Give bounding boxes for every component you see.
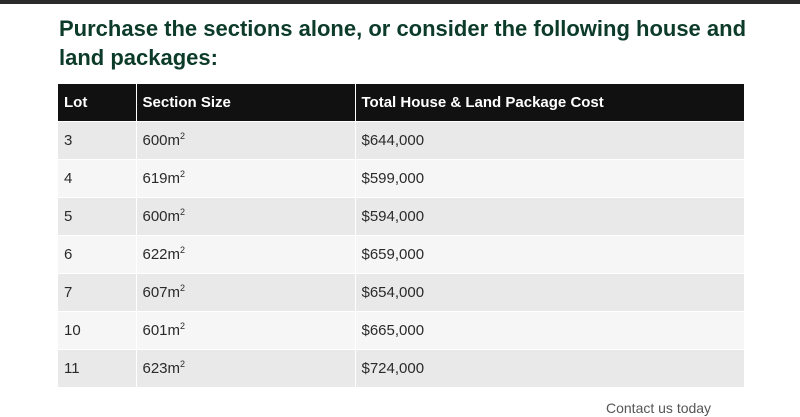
section-size-value: 601: [142, 322, 168, 339]
table-row: 6 622m2 $659,000: [58, 234, 744, 273]
unit-label: m: [167, 322, 181, 339]
cell-package-cost: $724,000: [355, 348, 744, 387]
unit-label: m: [167, 170, 181, 187]
table-body: 3 600m2 $644,000 4 619m2 $599,000 5 600m2 $594,0…: [58, 120, 744, 387]
section-heading: Purchase the sections alone, or consider…: [59, 16, 747, 70]
truncated-footer-text: Contact us today: [606, 400, 712, 416]
cell-lot: 6: [58, 234, 137, 273]
cell-section-size: 607m2: [136, 272, 356, 311]
unit-superscript: 2: [180, 169, 186, 179]
table-row: 7 607m2 $654,000: [58, 272, 744, 311]
unit-superscript: 2: [180, 283, 186, 293]
column-header-package-cost: Total House & Land Package Cost: [361, 93, 604, 111]
table-row: 4 619m2 $599,000: [58, 158, 744, 197]
cell-package-cost: $594,000: [355, 196, 744, 235]
cell-package-cost: $654,000: [355, 272, 744, 311]
section-size-value: 619: [142, 170, 168, 187]
section-size-value: 622: [142, 246, 168, 263]
unit-superscript: 2: [180, 359, 186, 370]
section-size-value: 600: [142, 132, 168, 149]
cell-section-size: 622m2: [136, 234, 356, 273]
top-border: [0, 0, 800, 4]
unit-label: m: [167, 208, 181, 225]
unit-superscript: 2: [180, 321, 186, 331]
unit-superscript: 2: [180, 207, 186, 217]
cell-lot: 3: [58, 120, 137, 159]
section-size-value: 607: [142, 284, 168, 301]
cell-section-size: 623m2: [136, 348, 356, 387]
cell-section-size: 619m2: [136, 158, 356, 197]
section-size-value: 600: [142, 208, 168, 225]
cell-lot: 11: [58, 348, 137, 387]
unit-superscript: 2: [180, 245, 186, 255]
lots-table: Lot Section Size Total House & Land Pack…: [58, 84, 744, 387]
unit-superscript: 2: [180, 131, 186, 141]
cell-section-size: 601m2: [136, 310, 356, 349]
cell-package-cost: $665,000: [355, 310, 744, 349]
column-header-lot: Lot: [58, 84, 137, 121]
column-header-section-size: Section Size: [136, 84, 356, 121]
cell-package-cost: $599,000: [355, 158, 744, 197]
unit-label: m: [167, 284, 181, 301]
unit-label: m: [167, 360, 181, 378]
cell-package-cost: $644,000: [355, 120, 744, 159]
section-size-value: 623: [142, 360, 168, 378]
unit-label: m: [167, 132, 181, 149]
table-row: 10 601m2 $665,000: [58, 310, 744, 349]
table-row: 11 623m2 $724,000: [58, 348, 744, 387]
cell-section-size: 600m2: [136, 196, 356, 235]
cell-lot: 7: [58, 272, 137, 311]
table-header-row: Lot Section Size Total House & Land Pack…: [58, 84, 744, 121]
cell-lot: 4: [58, 158, 137, 197]
table-row: 3 600m2 $644,000: [58, 120, 744, 159]
cell-lot: 5: [58, 196, 137, 235]
cell-section-size: 600m2: [136, 120, 356, 159]
cell-package-cost: $659,000: [355, 234, 744, 273]
unit-label: m: [167, 246, 181, 263]
lots-table-container: Lot Section Size Total House & Land Pack…: [58, 84, 744, 387]
table-row: 5 600m2 $594,000: [58, 196, 744, 235]
cell-lot: 10: [58, 310, 137, 349]
